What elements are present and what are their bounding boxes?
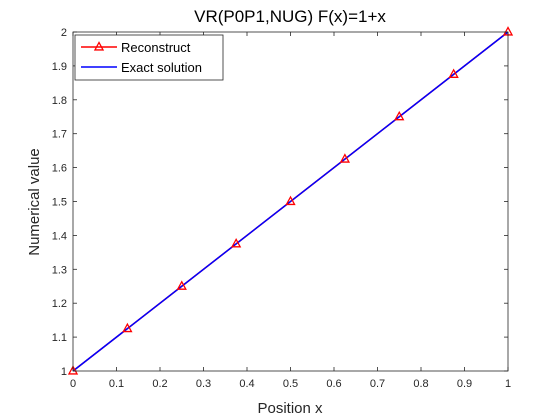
legend-marker-0 (93, 41, 105, 51)
x-tick-label: 0.8 (413, 378, 428, 390)
series-0-marker (67, 365, 79, 375)
legend-label-0: Reconstruct (121, 40, 191, 55)
y-axis-label: Numerical value (26, 148, 43, 256)
y-tick-label: 1.7 (52, 129, 67, 141)
y-tick-label: 1.8 (52, 95, 67, 107)
x-axis-label: Position x (257, 400, 323, 417)
series-0-marker (339, 153, 351, 163)
legend-label-1: Exact solution (121, 60, 202, 75)
y-tick-label: 1.4 (52, 230, 67, 242)
y-tick-label: 1.1 (52, 332, 67, 344)
y-tick-label: 1.2 (52, 298, 67, 310)
axes-layer: 0 0.1 0.2 0.3 0.4 0.5 0.6 0.7 0.8 0.9 1 1 1.1 1.2 1.3 1… (52, 27, 511, 390)
series-0-marker (176, 280, 187, 290)
y-tick-label: 1 (61, 366, 67, 378)
x-tick-label: 0.2 (152, 378, 167, 390)
chart-title: VR(P0P1,NUG) F(x)=1+x (194, 7, 386, 26)
x-tick-label: 0.7 (370, 378, 385, 390)
y-tick-label: 2 (61, 27, 67, 39)
y-tick-label: 1.6 (52, 163, 67, 175)
series-0-marker (230, 238, 242, 248)
x-tick-label: 0.1 (109, 378, 124, 390)
x-tick-label: 1 (505, 378, 511, 390)
series-layer (67, 26, 514, 375)
legend: Reconstruct Exact solution (74, 34, 224, 81)
x-tick-label: 0.6 (326, 378, 341, 390)
y-tick-label: 1.3 (52, 264, 67, 276)
series-0-marker (122, 322, 133, 333)
series-0-marker (285, 195, 296, 206)
x-tick-label: 0.9 (457, 378, 472, 390)
y-tick-label: 1.5 (52, 197, 67, 209)
series-0-marker (394, 110, 405, 121)
x-tick-label: 0.3 (196, 378, 211, 390)
x-tick-label: 0.5 (283, 378, 298, 390)
x-tick-label: 0 (70, 378, 76, 390)
series-line-1 (72, 31, 509, 372)
y-tick-label: 1.9 (52, 61, 67, 73)
series-0-marker (448, 68, 459, 78)
x-tick-label: 0.4 (239, 378, 254, 390)
